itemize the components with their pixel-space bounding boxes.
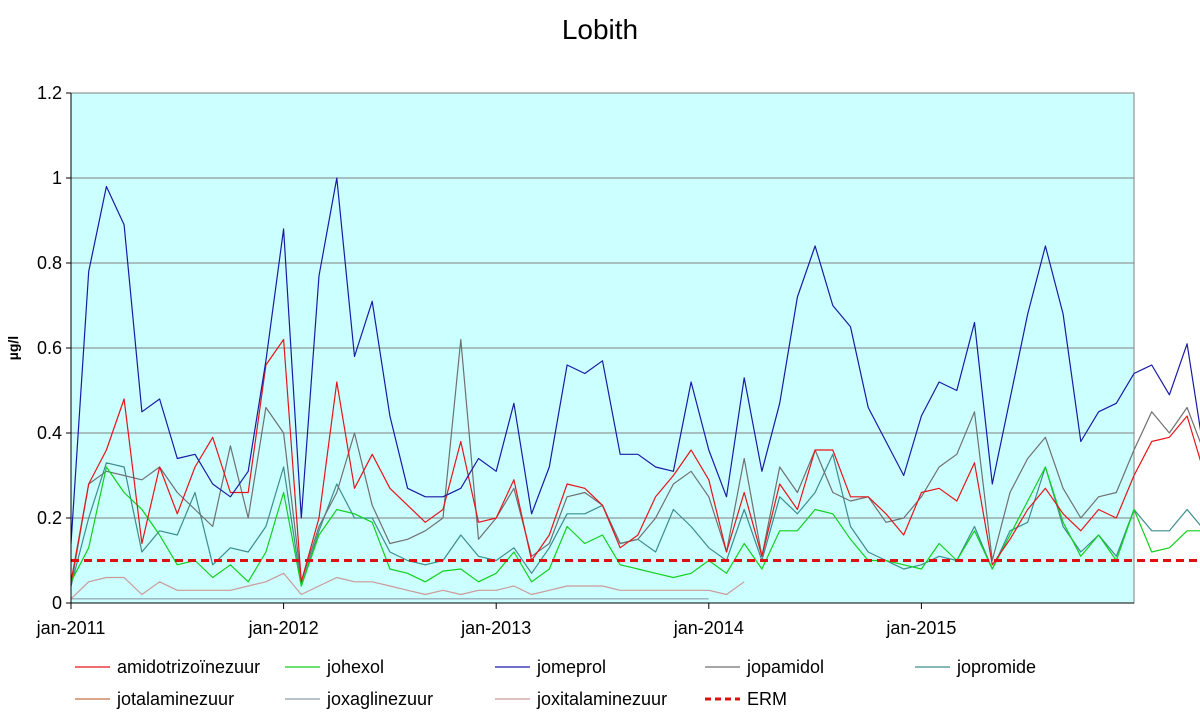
legend-label: amidotrizoïnezuur [117,657,260,677]
legend-label: jopamidol [746,657,824,677]
x-tick-label: jan-2011 [36,618,106,638]
y-tick-label: 0.6 [37,338,62,358]
series-line-jopamidol [70,338,1200,587]
y-tick-label: 1.2 [37,83,62,103]
legend-label: jotalaminezuur [116,689,234,709]
y-axis-ticks: 0 0.2 0.4 0.6 0.8 1 1.2 [37,83,71,613]
legend-label: joxitalaminezuur [536,689,667,709]
x-tick-label: jan-2014 [673,618,744,638]
y-tick-label: 1 [52,168,62,188]
chart-title: Lobith [562,14,638,45]
series-layer [70,177,1200,600]
y-axis-label: µg/l [5,336,21,360]
legend-label: jomeprol [536,657,606,677]
legend-label: joxaglinezuur [326,689,433,709]
legend-label: jopromide [956,657,1036,677]
series-line-amidotrizoinezuur [70,338,1200,583]
legend-label: ERM [747,689,787,709]
y-tick-label: 0.4 [37,423,62,443]
series-line-joxitalaminezuur [70,572,745,600]
x-axis-ticks: jan-2011 jan-2012 jan-2013 jan-2014 jan-2015 [36,603,956,638]
y-tick-label: 0.2 [37,508,62,528]
x-tick-label: jan-2012 [248,618,319,638]
legend: amidotrizoïnezuur johexol jomeprol jopamido… [75,657,1036,709]
x-tick-label: jan-2013 [460,618,531,638]
series-line-jomeprol [70,177,1200,544]
legend-label: johexol [326,657,384,677]
y-tick-label: 0 [52,593,62,613]
x-tick-label: jan-2015 [885,618,956,638]
y-tick-label: 0.8 [37,253,62,273]
